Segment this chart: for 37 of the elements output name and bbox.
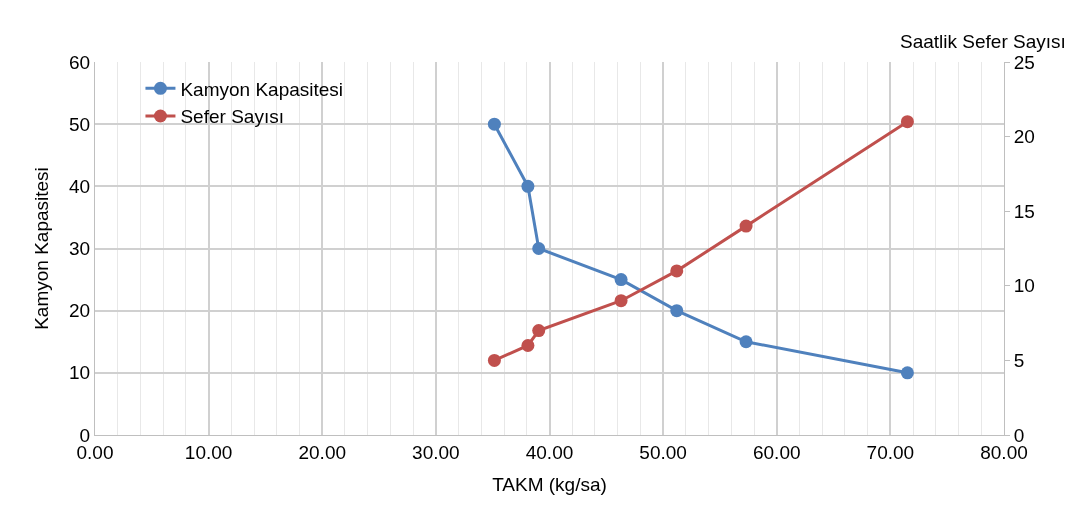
point (739, 219, 753, 233)
x-tick-label: 30.00 (412, 441, 460, 463)
point (614, 273, 628, 287)
y-tick-label: 30 (69, 238, 91, 260)
point (670, 304, 684, 318)
y2-tick-label: 25 (1013, 51, 1035, 73)
y-tick-label: 60 (69, 51, 91, 73)
x-tick-label: 60.00 (752, 441, 801, 463)
legend-label: Kamyon Kapasitesi (180, 78, 344, 100)
point (614, 294, 628, 308)
point (532, 242, 546, 255)
x-tick-label: 20.00 (298, 441, 347, 463)
point (900, 366, 914, 380)
y-tick-label: 50 (69, 113, 91, 135)
y-tick-label: 40 (69, 175, 91, 197)
y2-tick-label: 5 (1013, 350, 1025, 372)
y-tick-label: 20 (69, 300, 91, 322)
y-tick-label: 10 (69, 362, 91, 384)
x-tick-label: 50.00 (639, 441, 687, 463)
point (739, 335, 753, 349)
point (487, 353, 501, 367)
x-tick-label: 70.00 (866, 441, 915, 463)
x-tick-label: 40.00 (525, 441, 574, 463)
point (670, 264, 684, 278)
x-tick-label: 10.00 (184, 441, 233, 463)
y2-tick-label: 20 (1013, 126, 1035, 148)
point (532, 324, 546, 338)
point (900, 115, 914, 129)
legend-label: Sefer Sayısı (180, 106, 284, 128)
point (521, 338, 535, 352)
y2-axis-title: Saatlik Sefer Sayısı (900, 31, 1066, 52)
point (487, 117, 501, 131)
x-axis-title: TAKM (kg/sa) (492, 473, 607, 495)
point (521, 179, 535, 193)
y2-tick-label: 15 (1013, 200, 1035, 222)
y2-tick-label: 10 (1013, 275, 1035, 297)
y-axis-title: Kamyon Kapasitesi (30, 167, 52, 330)
